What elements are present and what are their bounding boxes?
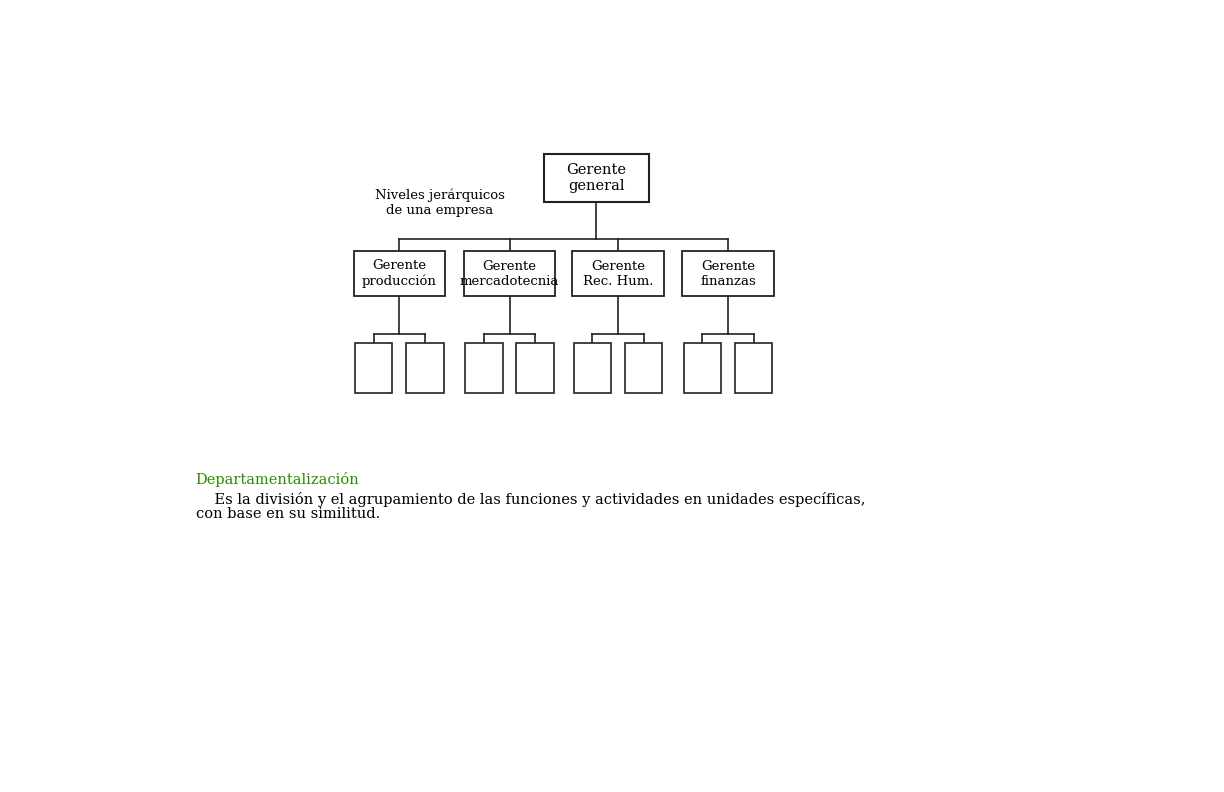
Text: Niveles jerárquicos
de una empresa: Niveles jerárquicos de una empresa — [375, 188, 504, 217]
Text: Gerente
Rec. Hum.: Gerente Rec. Hum. — [583, 260, 654, 287]
Text: con base en su similitud.: con base en su similitud. — [196, 507, 379, 521]
FancyBboxPatch shape — [625, 344, 662, 394]
FancyBboxPatch shape — [406, 344, 443, 394]
FancyBboxPatch shape — [517, 344, 553, 394]
FancyBboxPatch shape — [684, 344, 721, 394]
Text: Es la división y el agrupamiento de las funciones y actividades en unidades espe: Es la división y el agrupamiento de las … — [196, 492, 865, 507]
FancyBboxPatch shape — [354, 251, 446, 296]
Text: Gerente
finanzas: Gerente finanzas — [700, 260, 756, 287]
FancyBboxPatch shape — [355, 344, 393, 394]
Text: Departamentalización: Departamentalización — [196, 472, 360, 487]
FancyBboxPatch shape — [736, 344, 772, 394]
FancyBboxPatch shape — [682, 251, 774, 296]
FancyBboxPatch shape — [574, 344, 611, 394]
FancyBboxPatch shape — [465, 344, 503, 394]
FancyBboxPatch shape — [573, 251, 663, 296]
Text: Gerente
general: Gerente general — [567, 163, 627, 193]
FancyBboxPatch shape — [543, 154, 649, 202]
FancyBboxPatch shape — [464, 251, 556, 296]
Text: Gerente
mercadotecnia: Gerente mercadotecnia — [460, 260, 559, 287]
Text: Gerente
producción: Gerente producción — [362, 260, 437, 288]
